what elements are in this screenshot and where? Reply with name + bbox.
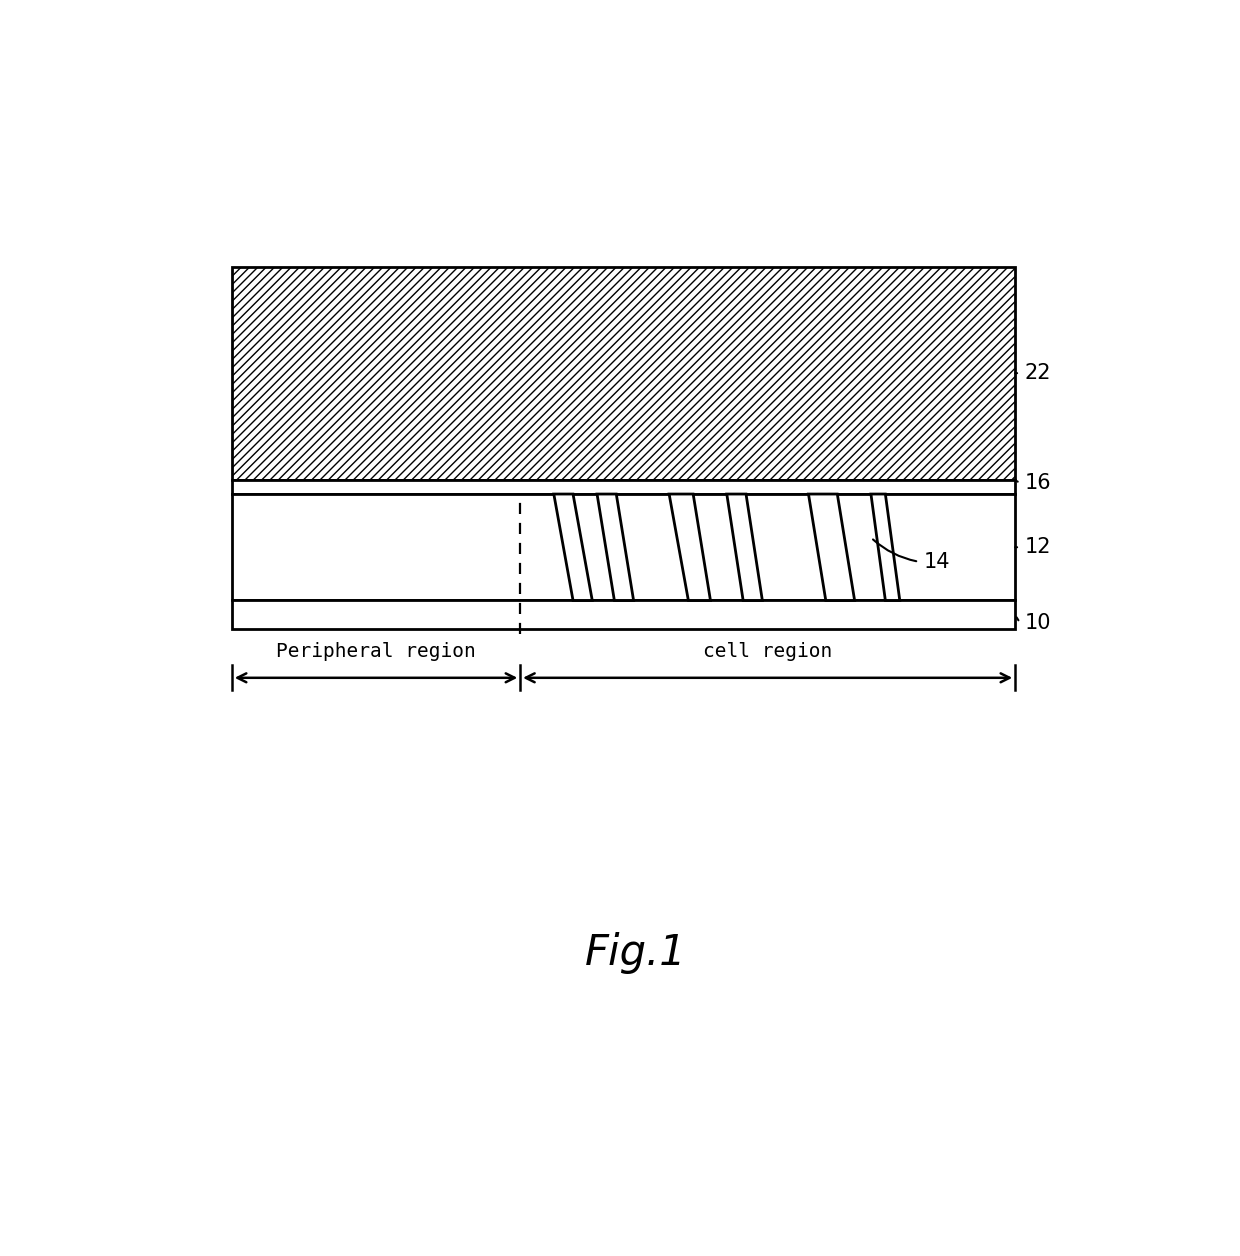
- Text: 16: 16: [1024, 474, 1052, 494]
- Polygon shape: [808, 494, 854, 600]
- Polygon shape: [232, 600, 1016, 629]
- Polygon shape: [727, 494, 763, 600]
- Text: 22: 22: [1024, 363, 1052, 383]
- Text: 10: 10: [1024, 613, 1052, 633]
- Text: 12: 12: [1024, 538, 1052, 558]
- Polygon shape: [554, 494, 593, 600]
- Polygon shape: [670, 494, 711, 600]
- Text: cell region: cell region: [703, 642, 832, 662]
- Text: Peripheral region: Peripheral region: [277, 642, 476, 662]
- Polygon shape: [232, 480, 1016, 494]
- Polygon shape: [596, 494, 634, 600]
- Polygon shape: [232, 494, 1016, 600]
- Polygon shape: [232, 266, 1016, 480]
- Text: Fig.1: Fig.1: [584, 932, 687, 975]
- Polygon shape: [870, 494, 900, 600]
- Text: 14: 14: [924, 551, 950, 571]
